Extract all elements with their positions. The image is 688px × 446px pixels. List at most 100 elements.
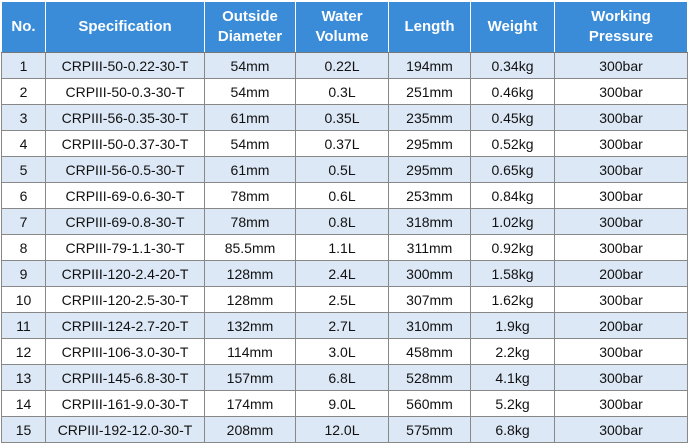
- table-cell: 12.0L: [295, 416, 389, 443]
- table-cell: 0.22L: [295, 52, 389, 79]
- table-cell: 0.37L: [295, 130, 389, 157]
- table-cell: 9: [1, 260, 46, 287]
- table-cell: 310mm: [388, 312, 471, 339]
- table-cell: CRPIII-106-3.0-30-T: [45, 338, 205, 365]
- table-cell: 11: [1, 312, 46, 339]
- table-cell: 0.35L: [295, 104, 389, 131]
- table-row: 5 CRPIII-56-0.5-30-T 61mm 0.5L 295mm 0.65kg 30…: [1, 156, 688, 183]
- table-cell: 0.6L: [295, 182, 389, 209]
- table-cell: 528mm: [388, 364, 471, 391]
- table-row: 8 CRPIII-79-1.1-30-T 85.5mm 1.1L 311mm 0.92kg…: [1, 234, 688, 261]
- table-row: 14 CRPIII-161-9.0-30-T 174mm 9.0L 560mm 5.2kg…: [1, 390, 688, 417]
- table-cell: 300bar: [554, 104, 688, 131]
- table-row: 3 CRPIII-56-0.35-30-T 61mm 0.35L 235mm 0.45kg…: [1, 104, 688, 131]
- table-cell: 253mm: [388, 182, 471, 209]
- table-cell: 128mm: [204, 286, 296, 313]
- table-cell: 1.9kg: [470, 312, 555, 339]
- table-row: 6 CRPIII-69-0.6-30-T 78mm 0.6L 253mm 0.84kg 30…: [1, 182, 688, 209]
- table-cell: 2.2kg: [470, 338, 555, 365]
- table-cell: 1.02kg: [470, 208, 555, 235]
- table-row: 11 CRPIII-124-2.7-20-T 132mm 2.7L 310mm 1.9kg…: [1, 312, 688, 339]
- header-cell: Water Volume: [295, 1, 389, 53]
- header-cell: Length: [388, 1, 471, 53]
- table-cell: 200bar: [554, 312, 688, 339]
- header-cell: Working Pressure: [554, 1, 688, 53]
- table-cell: CRPIII-56-0.5-30-T: [45, 156, 205, 183]
- table-cell: 85.5mm: [204, 234, 296, 261]
- table-cell: 12: [1, 338, 46, 365]
- table-cell: 575mm: [388, 416, 471, 443]
- table-cell: CRPIII-145-6.8-30-T: [45, 364, 205, 391]
- table-cell: 5.2kg: [470, 390, 555, 417]
- table-cell: CRPIII-56-0.35-30-T: [45, 104, 205, 131]
- table-cell: CRPIII-50-0.3-30-T: [45, 78, 205, 105]
- table-cell: 78mm: [204, 208, 296, 235]
- table-cell: 3.0L: [295, 338, 389, 365]
- table-cell: 157mm: [204, 364, 296, 391]
- table-cell: 0.5L: [295, 156, 389, 183]
- table-cell: 300mm: [388, 260, 471, 287]
- table-cell: 2.5L: [295, 286, 389, 313]
- header-text: No.: [11, 18, 36, 35]
- table-cell: 1: [1, 52, 46, 79]
- table-cell: 132mm: [204, 312, 296, 339]
- table-cell: 300bar: [554, 286, 688, 313]
- table-cell: 458mm: [388, 338, 471, 365]
- table-cell: 300bar: [554, 390, 688, 417]
- header-text: Water Volume: [315, 8, 369, 45]
- table-cell: 300bar: [554, 416, 688, 443]
- table-cell: 0.92kg: [470, 234, 555, 261]
- table-cell: 7: [1, 208, 46, 235]
- table-row: 13 CRPIII-145-6.8-30-T 157mm 6.8L 528mm 4.1kg…: [1, 364, 688, 391]
- table-cell: 61mm: [204, 104, 296, 131]
- table-cell: 13: [1, 364, 46, 391]
- table-cell: 300bar: [554, 208, 688, 235]
- table-cell: CRPIII-69-0.6-30-T: [45, 182, 205, 209]
- table-cell: 560mm: [388, 390, 471, 417]
- table-cell: 0.65kg: [470, 156, 555, 183]
- table-cell: 128mm: [204, 260, 296, 287]
- table-cell: 208mm: [204, 416, 296, 443]
- table-cell: 114mm: [204, 338, 296, 365]
- table-cell: 1.1L: [295, 234, 389, 261]
- table-cell: CRPIII-79-1.1-30-T: [45, 234, 205, 261]
- table-cell: CRPIII-161-9.0-30-T: [45, 390, 205, 417]
- table-cell: 2.4L: [295, 260, 389, 287]
- table-cell: 174mm: [204, 390, 296, 417]
- table-cell: 6.8kg: [470, 416, 555, 443]
- table-cell: 6.8L: [295, 364, 389, 391]
- table-cell: 5: [1, 156, 46, 183]
- header-cell: Specification: [45, 1, 205, 53]
- table-cell: 0.52kg: [470, 130, 555, 157]
- header-cell: Weight: [470, 1, 555, 53]
- table-cell: CRPIII-192-12.0-30-T: [45, 416, 205, 443]
- table-cell: 54mm: [204, 78, 296, 105]
- table-cell: 61mm: [204, 156, 296, 183]
- header-text: Weight: [487, 18, 538, 35]
- table-cell: CRPIII-50-0.37-30-T: [45, 130, 205, 157]
- header-text: Outside Diameter: [217, 8, 283, 45]
- header-row: No. Specification Outside Diameter Water Vo…: [1, 1, 688, 53]
- table-cell: 78mm: [204, 182, 296, 209]
- table-cell: 300bar: [554, 364, 688, 391]
- table-cell: 194mm: [388, 52, 471, 79]
- table-cell: 0.3L: [295, 78, 389, 105]
- table-cell: 300bar: [554, 338, 688, 365]
- table-cell: 1.62kg: [470, 286, 555, 313]
- header-cell: Outside Diameter: [204, 1, 296, 53]
- table-row: 1 CRPIII-50-0.22-30-T 54mm 0.22L 194mm 0.34kg…: [1, 52, 688, 79]
- table-cell: 0.84kg: [470, 182, 555, 209]
- table-cell: 2: [1, 78, 46, 105]
- header-text: Length: [404, 18, 455, 35]
- table-cell: 300bar: [554, 78, 688, 105]
- header-text: Working Pressure: [588, 8, 654, 45]
- table-cell: 10: [1, 286, 46, 313]
- table-cell: 2.7L: [295, 312, 389, 339]
- table-cell: 1.58kg: [470, 260, 555, 287]
- table-cell: 14: [1, 390, 46, 417]
- table-cell: 8: [1, 234, 46, 261]
- table-cell: 295mm: [388, 156, 471, 183]
- table-cell: 300bar: [554, 234, 688, 261]
- table-cell: 6: [1, 182, 46, 209]
